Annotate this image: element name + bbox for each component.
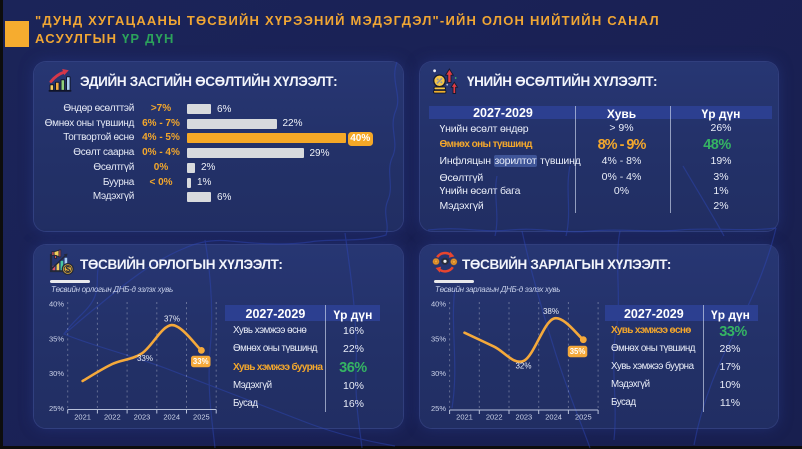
svg-text:2023: 2023 xyxy=(134,413,151,422)
svg-text:2024: 2024 xyxy=(545,413,562,422)
svg-text:35%: 35% xyxy=(431,335,446,344)
svg-text:25%: 25% xyxy=(431,404,446,413)
svg-text:25%: 25% xyxy=(49,404,64,413)
svg-text:32%: 32% xyxy=(515,362,531,371)
svg-text:2025: 2025 xyxy=(575,413,592,422)
svg-text:2022: 2022 xyxy=(486,413,503,422)
svg-text:2021: 2021 xyxy=(456,413,473,422)
svg-text:30%: 30% xyxy=(49,369,64,378)
svg-text:33%: 33% xyxy=(193,357,209,366)
svg-text:$: $ xyxy=(66,265,71,274)
svg-text:35%: 35% xyxy=(570,347,586,356)
svg-text:33%: 33% xyxy=(137,354,153,363)
svg-text:2024: 2024 xyxy=(163,413,180,422)
svg-text:2022: 2022 xyxy=(104,413,121,422)
svg-text:40%: 40% xyxy=(49,299,64,308)
svg-text:35%: 35% xyxy=(49,335,64,344)
svg-text:2025: 2025 xyxy=(193,413,210,422)
svg-text:37%: 37% xyxy=(164,315,180,324)
svg-text:30%: 30% xyxy=(431,369,446,378)
svg-text:38%: 38% xyxy=(543,307,559,316)
svg-text:40%: 40% xyxy=(431,299,446,308)
svg-text:2021: 2021 xyxy=(74,413,91,422)
svg-text:2023: 2023 xyxy=(516,413,533,422)
